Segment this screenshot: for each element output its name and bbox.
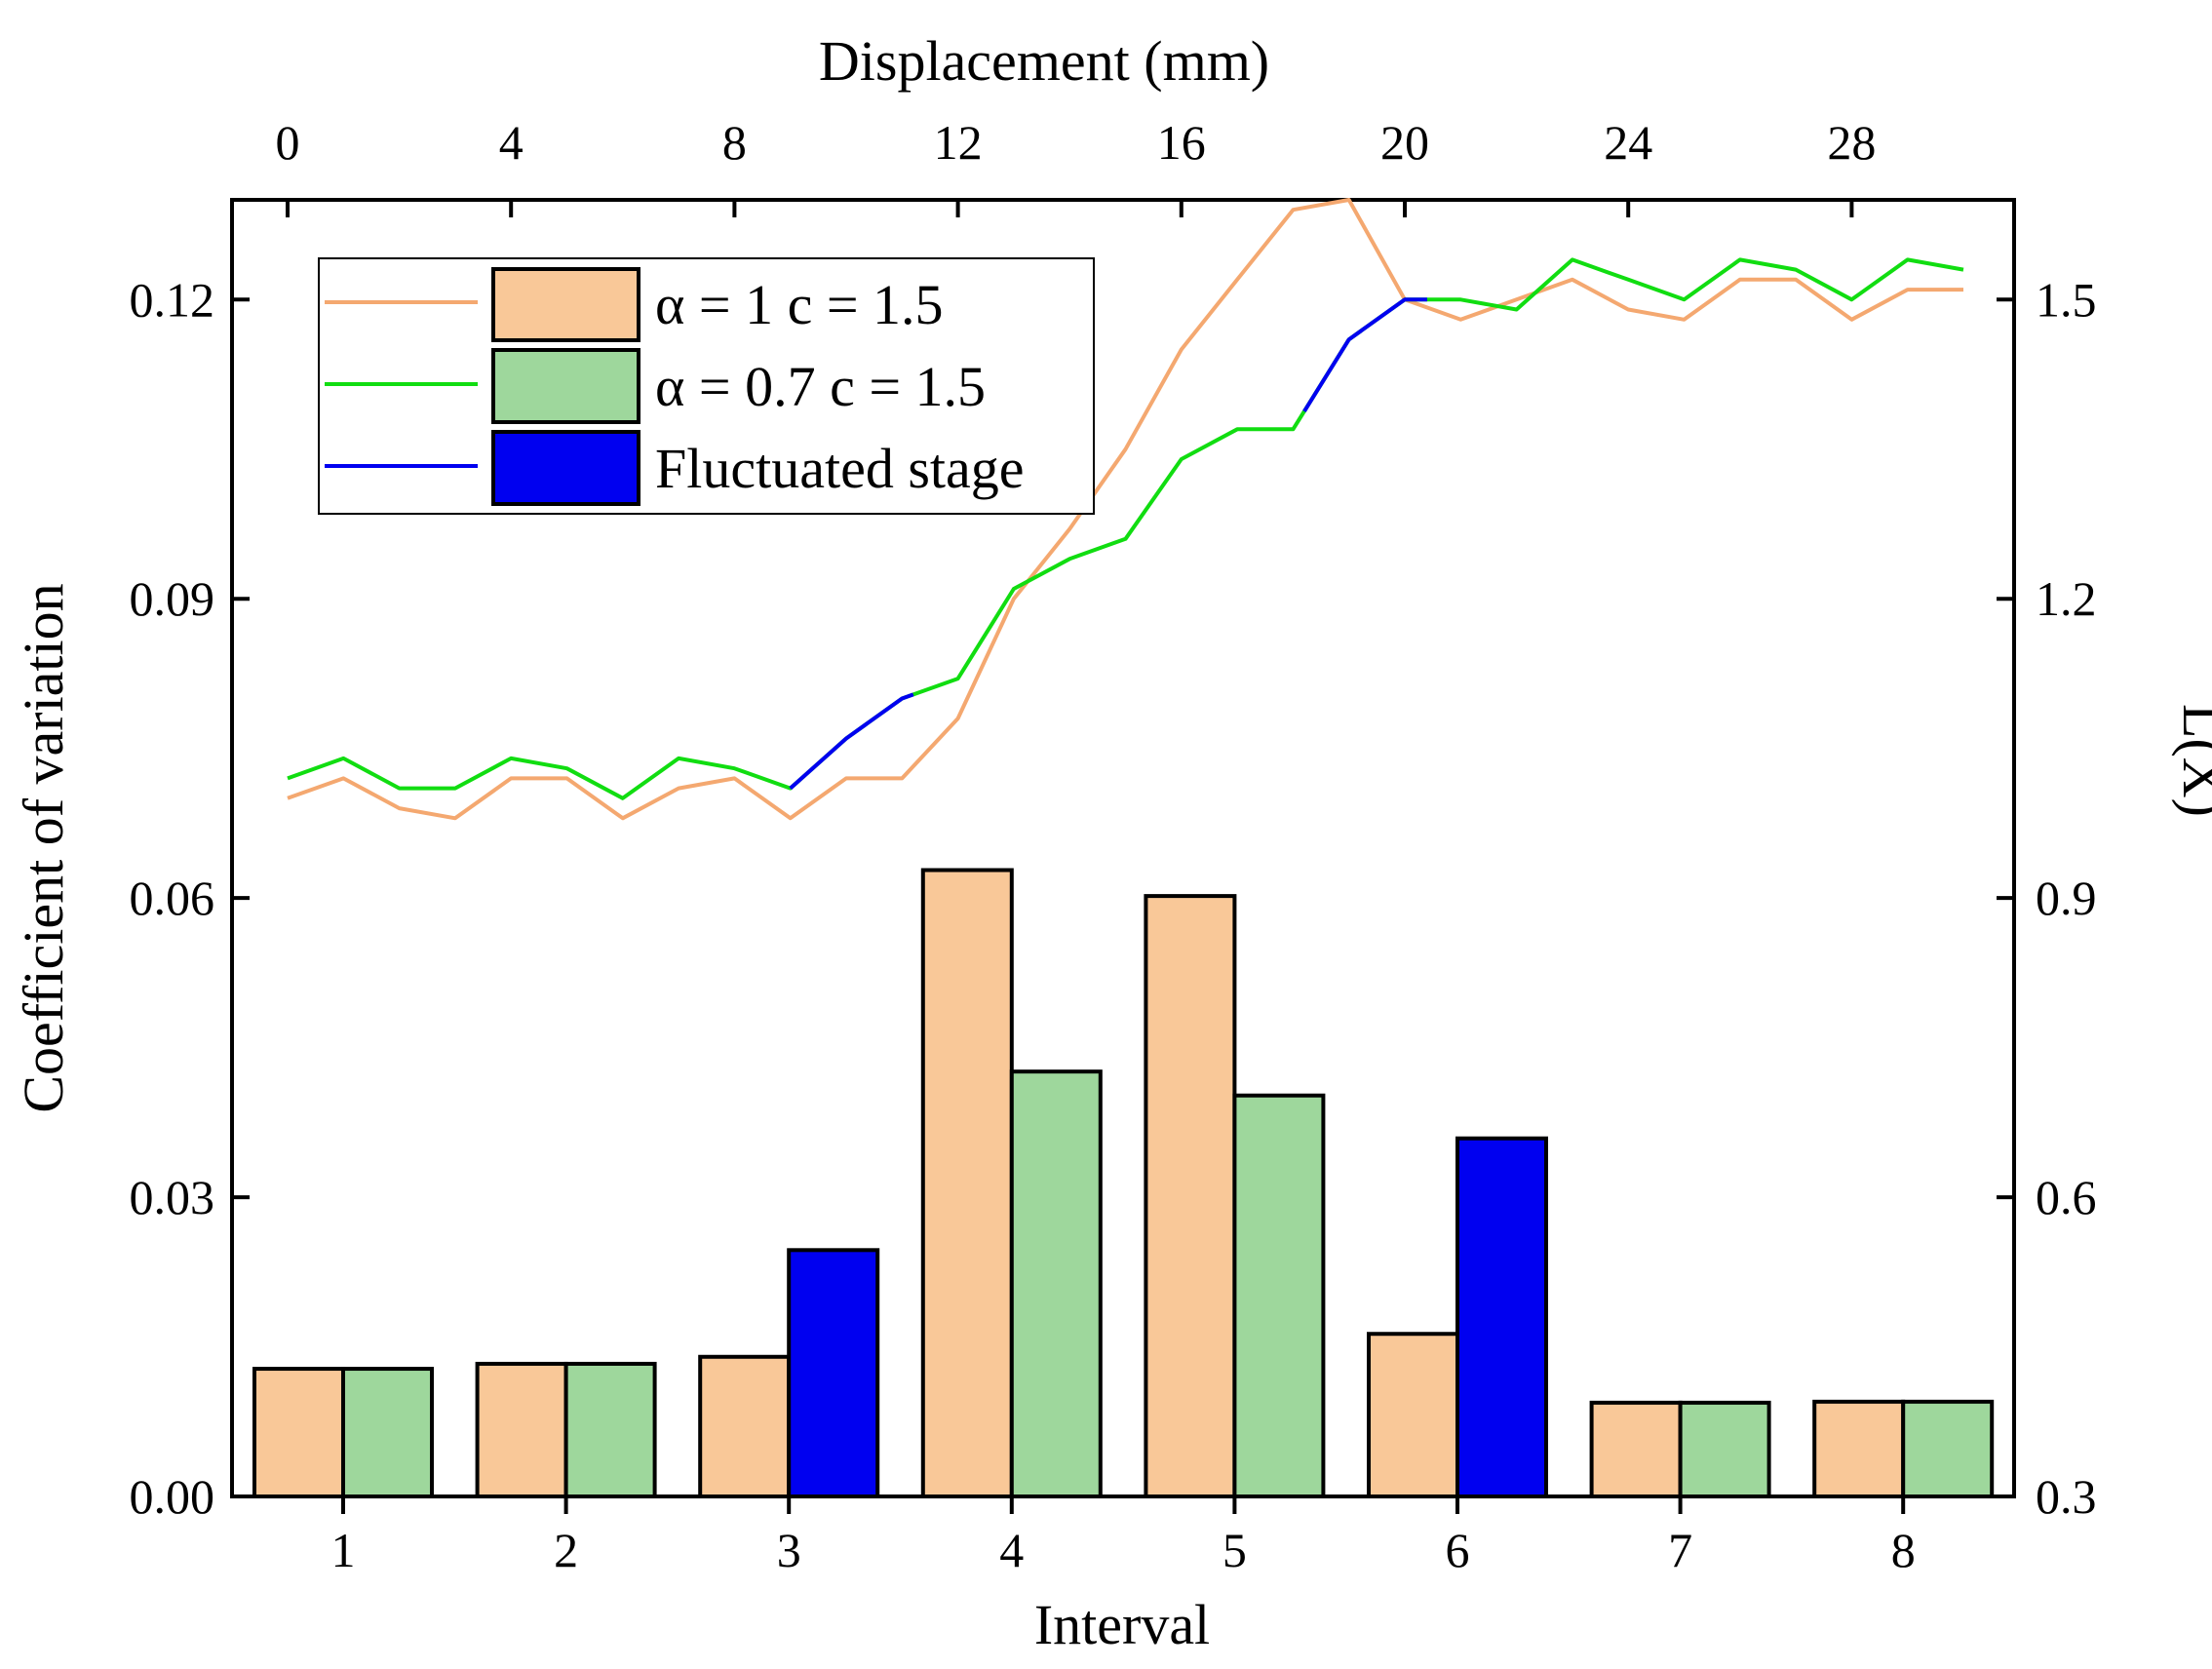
top-tick-label: 24 bbox=[1604, 115, 1652, 170]
bottom-tick-label: 2 bbox=[554, 1523, 578, 1577]
bottom-tick-label: 3 bbox=[777, 1523, 801, 1577]
bar-alpha1-interval-4 bbox=[920, 868, 1014, 1498]
bar-alpha07-interval-5 bbox=[1232, 1093, 1326, 1498]
line-group bbox=[287, 198, 1964, 821]
top-tick-label: 0 bbox=[276, 115, 300, 170]
bar-alpha1-interval-1 bbox=[252, 1367, 345, 1498]
legend-label-alpha07: α = 0.7 c = 1.5 bbox=[655, 355, 986, 418]
bottom-tick-label: 7 bbox=[1668, 1523, 1692, 1577]
legend-label-alpha1: α = 1 c = 1.5 bbox=[655, 273, 944, 336]
bottom-tick-label: 6 bbox=[1446, 1523, 1470, 1577]
bar-alpha07-interval-7 bbox=[1678, 1400, 1771, 1499]
top-tick-label: 4 bbox=[499, 115, 524, 170]
top-axis-title: Displacement (mm) bbox=[819, 29, 1269, 93]
line-fluctuated-segment-2 bbox=[1302, 297, 1427, 412]
tick-group: 0.000.030.060.090.120.30.60.91.21.50 4 8 12… bbox=[130, 115, 2097, 1577]
right-tick-label: 0.6 bbox=[2036, 1170, 2097, 1224]
bottom-tick-label: 4 bbox=[999, 1523, 1024, 1577]
legend-swatch-fluctuated bbox=[491, 430, 640, 506]
right-axis-title: L(X) bbox=[2171, 704, 2212, 817]
top-tick-label: 28 bbox=[1827, 115, 1876, 170]
right-tick-label: 1.5 bbox=[2036, 272, 2097, 327]
legend: α = 1 c = 1.5 α = 0.7 c = 1.5 Fluctuated… bbox=[318, 257, 1095, 515]
right-tick-label: 1.2 bbox=[2036, 571, 2097, 626]
top-tick-label: 8 bbox=[722, 115, 747, 170]
top-tick-label: 16 bbox=[1157, 115, 1206, 170]
left-tick-label: 0.12 bbox=[130, 272, 215, 327]
bar-alpha1-interval-8 bbox=[1812, 1399, 1906, 1499]
bottom-axis-title: Interval bbox=[1034, 1593, 1210, 1656]
left-axis-title: Coefficient of variation bbox=[12, 583, 75, 1112]
bar-alpha1-interval-2 bbox=[475, 1361, 568, 1499]
legend-label-fluctuated: Fluctuated stage bbox=[655, 437, 1025, 500]
bottom-tick-label: 1 bbox=[331, 1523, 356, 1577]
bar-alpha1-interval-5 bbox=[1144, 894, 1237, 1498]
left-tick-label: 0.06 bbox=[130, 871, 215, 925]
line-alpha07 bbox=[287, 257, 1964, 800]
top-tick-label: 12 bbox=[934, 115, 983, 170]
top-tick-label: 20 bbox=[1380, 115, 1429, 170]
line-fluctuated-segment-1 bbox=[789, 692, 914, 791]
plot-frame bbox=[230, 198, 2016, 1498]
left-tick-label: 0.00 bbox=[130, 1469, 215, 1524]
line-alpha1 bbox=[287, 198, 1963, 821]
legend-swatch-alpha07 bbox=[491, 348, 640, 424]
bar-alpha07-interval-2 bbox=[563, 1361, 657, 1499]
bar-fluctuated-interval-6 bbox=[1455, 1136, 1548, 1498]
bottom-tick-label: 5 bbox=[1222, 1523, 1247, 1577]
right-tick-label: 0.9 bbox=[2036, 871, 2097, 925]
bar-alpha1-interval-3 bbox=[698, 1354, 792, 1499]
bar-alpha1-interval-7 bbox=[1589, 1400, 1683, 1499]
left-tick-label: 0.09 bbox=[130, 571, 215, 626]
bar-group bbox=[252, 868, 1995, 1499]
bar-alpha07-interval-8 bbox=[1901, 1399, 1995, 1499]
bar-fluctuated-interval-3 bbox=[787, 1248, 880, 1499]
left-tick-label: 0.03 bbox=[130, 1170, 215, 1224]
bottom-tick-label: 8 bbox=[1891, 1523, 1916, 1577]
legend-swatch-alpha1 bbox=[491, 267, 640, 342]
bar-alpha07-interval-1 bbox=[341, 1367, 434, 1498]
bar-alpha07-interval-4 bbox=[1009, 1069, 1103, 1498]
bar-alpha1-interval-6 bbox=[1367, 1332, 1459, 1498]
right-tick-label: 0.3 bbox=[2036, 1469, 2097, 1524]
